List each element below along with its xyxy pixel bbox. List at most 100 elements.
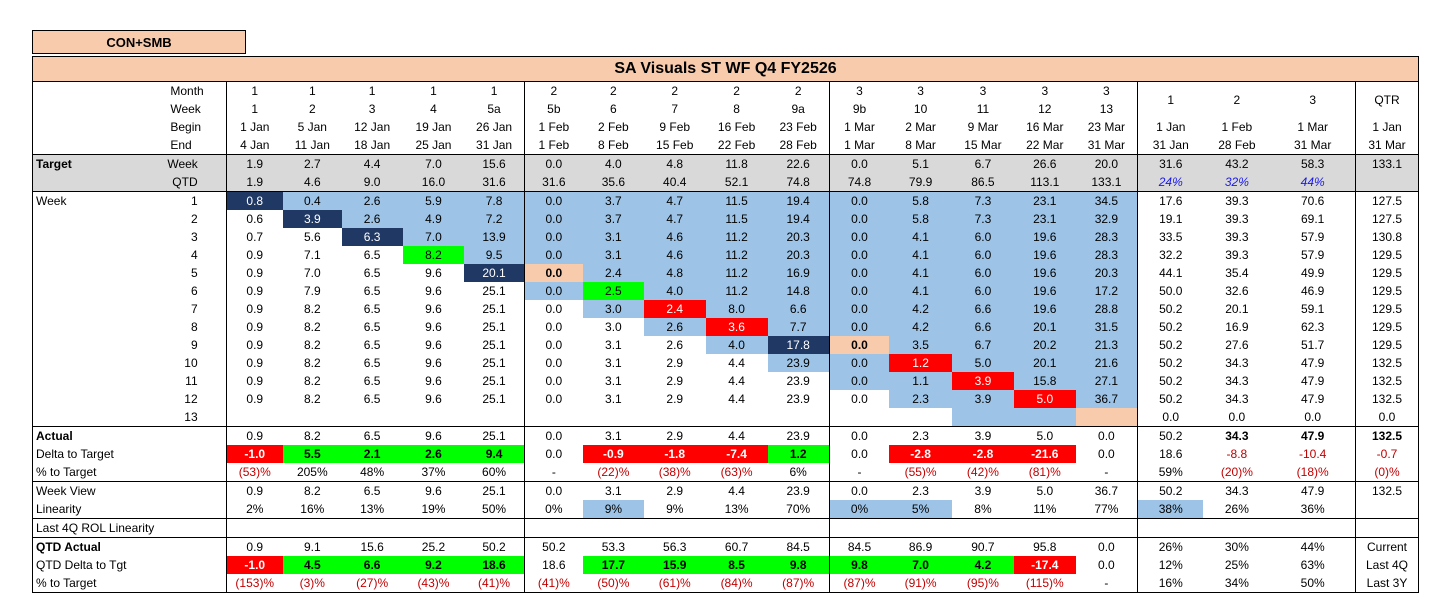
cell: (61)% bbox=[643, 574, 706, 593]
cell: 90.7 bbox=[952, 537, 1014, 556]
week-view-row: Week View 0.9 8.2 6.5 9.6 25.1 0.0 3.1 2.9 4.4 23.… bbox=[32, 481, 1419, 500]
cell: 3.6 bbox=[705, 318, 768, 336]
cell: 62.3 bbox=[1300, 320, 1325, 334]
cell: 0.0 bbox=[828, 282, 890, 300]
header-row-month: Month 1 1 1 1 1 2 2 2 2 2 3 3 3 3 3 1 2 3 QTR bbox=[32, 82, 1419, 118]
pct-target-row-label: % to Target bbox=[32, 463, 168, 482]
cell: 4.1 bbox=[889, 246, 953, 264]
cell: 19.6 bbox=[1013, 282, 1076, 300]
qtd-pct-row-sublabel bbox=[167, 574, 227, 593]
cell: - bbox=[828, 463, 890, 482]
cell: 32.6 bbox=[1225, 284, 1249, 298]
cell: - bbox=[523, 463, 583, 482]
cell: 20.2 bbox=[1013, 336, 1076, 354]
week-row-label: Week bbox=[32, 191, 168, 210]
cell: 2.6 bbox=[643, 318, 706, 336]
cell: 129.5 bbox=[1355, 336, 1419, 354]
cell: 6.0 bbox=[952, 246, 1014, 264]
cell: 34.3 bbox=[1203, 481, 1271, 500]
cell: 70.6 bbox=[1300, 194, 1325, 208]
forecast-table: Month 1 1 1 1 1 2 2 2 2 2 3 3 3 3 3 1 2 3 QTR Week 1 2 3 4 5a 5b 6 7… bbox=[32, 82, 1419, 593]
cell: 38% bbox=[1137, 500, 1204, 519]
cell: 132.5 bbox=[1355, 372, 1419, 390]
week-row-label bbox=[32, 336, 168, 354]
cell: 9.6 bbox=[425, 392, 442, 406]
header-cell: 1 Mar bbox=[828, 118, 890, 136]
cell: 133.1 bbox=[1355, 154, 1419, 173]
cell: 11.5 bbox=[705, 210, 768, 228]
cell: 74.8 bbox=[767, 173, 830, 192]
cell: 9.4 bbox=[464, 445, 525, 463]
cell: 0.9 bbox=[225, 426, 283, 445]
cell bbox=[889, 408, 952, 427]
cell: 4.8 bbox=[643, 264, 706, 282]
cell: 2.9 bbox=[643, 481, 706, 500]
cell: 0.0 bbox=[1355, 408, 1419, 427]
cell: -0.7 bbox=[1355, 445, 1419, 463]
cell: 48% bbox=[341, 463, 403, 482]
cell: 1.2 bbox=[767, 445, 830, 463]
cell: 13% bbox=[341, 500, 403, 519]
cell: (43)% bbox=[402, 574, 465, 593]
cell: 52.1 bbox=[705, 173, 768, 192]
cell bbox=[1137, 518, 1204, 538]
cell: (27)% bbox=[341, 574, 403, 593]
qtd-delta-row: QTD Delta to Tgt -1.0 4.5 6.6 9.2 18.6 18.6 17.… bbox=[32, 556, 1419, 574]
week-row: 3 0.7 5.6 6.3 7.0 13.9 0.0 3.1 4.6 11.2 20.3 0.0 4.1… bbox=[32, 228, 1419, 246]
qtd-actual-row-label: QTD Actual bbox=[32, 537, 168, 556]
cell: 49.9 bbox=[1300, 266, 1325, 280]
cell: (87)% bbox=[767, 574, 830, 593]
cell bbox=[402, 518, 465, 538]
header-cell: 4 bbox=[430, 102, 437, 116]
cell: 0.0 bbox=[828, 210, 890, 228]
cell: 34.3 bbox=[1225, 356, 1249, 370]
cell: 129.5 bbox=[1355, 246, 1419, 264]
cell: Last 4Q bbox=[1355, 556, 1419, 574]
header-cell: 22 Mar bbox=[1026, 138, 1064, 152]
cell: 2.4 bbox=[643, 300, 706, 318]
header-row-begin: Begin 1 Jan 5 Jan 12 Jan 19 Jan 26 Jan 1 Feb 2 … bbox=[32, 118, 1419, 136]
header-cell: 9 Feb bbox=[659, 120, 691, 134]
linearity-row-label: Linearity bbox=[32, 500, 168, 519]
cell: 7.0 bbox=[889, 556, 953, 574]
header-row-week: Week 1 2 3 4 5a 5b 6 7 8 9a 9b 10 11 12 13 bbox=[32, 100, 1419, 118]
cell bbox=[1355, 518, 1419, 538]
cell: 18.6 bbox=[464, 556, 525, 574]
week-row: 13 0.0 0.0 0.0 0.0 bbox=[32, 408, 1419, 427]
cell: 60% bbox=[464, 463, 525, 482]
cell: 44.1 bbox=[1137, 264, 1204, 282]
cell: 6.3 bbox=[341, 228, 403, 246]
cell: 5.0 bbox=[952, 354, 1014, 372]
summary-header: QTR bbox=[1355, 82, 1419, 118]
cell: 9.6 bbox=[402, 481, 465, 500]
cell: 31.6 bbox=[1137, 154, 1204, 173]
cell: 84.5 bbox=[767, 537, 830, 556]
cell: 9.5 bbox=[464, 246, 525, 264]
cell: 132.5 bbox=[1355, 354, 1419, 372]
cell: 129.5 bbox=[1355, 282, 1419, 300]
cell: 8.2 bbox=[303, 392, 321, 406]
target-week-row-label: Target bbox=[32, 154, 168, 173]
week-row: 7 0.9 8.2 6.5 9.6 25.1 0.0 3.0 2.4 8.0 6.6 0.0 4.2 6.… bbox=[32, 300, 1419, 318]
cell: 0.9 bbox=[225, 390, 283, 408]
cell: 6.5 bbox=[363, 248, 381, 262]
cell: -17.4 bbox=[1013, 556, 1076, 574]
cell: 25.1 bbox=[482, 284, 506, 298]
week-row: 5 0.9 7.0 6.5 9.6 20.1 0.0 2.4 4.8 11.2 16.9 0.0 4.1… bbox=[32, 264, 1419, 282]
header-cell: 9a bbox=[791, 102, 805, 116]
cell: (87)% bbox=[828, 574, 890, 593]
cell: 0.0 bbox=[828, 264, 890, 282]
cell: 17.6 bbox=[1137, 191, 1204, 210]
cell: 43.2 bbox=[1203, 154, 1271, 173]
cell: 0.0 bbox=[828, 445, 890, 463]
cell: 0.0 bbox=[523, 426, 583, 445]
header-cell: 11 bbox=[976, 102, 990, 116]
cell: 4.2 bbox=[889, 300, 953, 318]
header-cell: 1 Jan bbox=[1137, 118, 1204, 136]
cell: 9.6 bbox=[425, 320, 442, 334]
cell: 3.0 bbox=[582, 300, 644, 318]
cell: 20.3 bbox=[767, 228, 830, 246]
cell: 19.6 bbox=[1013, 264, 1076, 282]
cell: 5.0 bbox=[1013, 390, 1076, 408]
cell: 4.6 bbox=[282, 173, 342, 192]
